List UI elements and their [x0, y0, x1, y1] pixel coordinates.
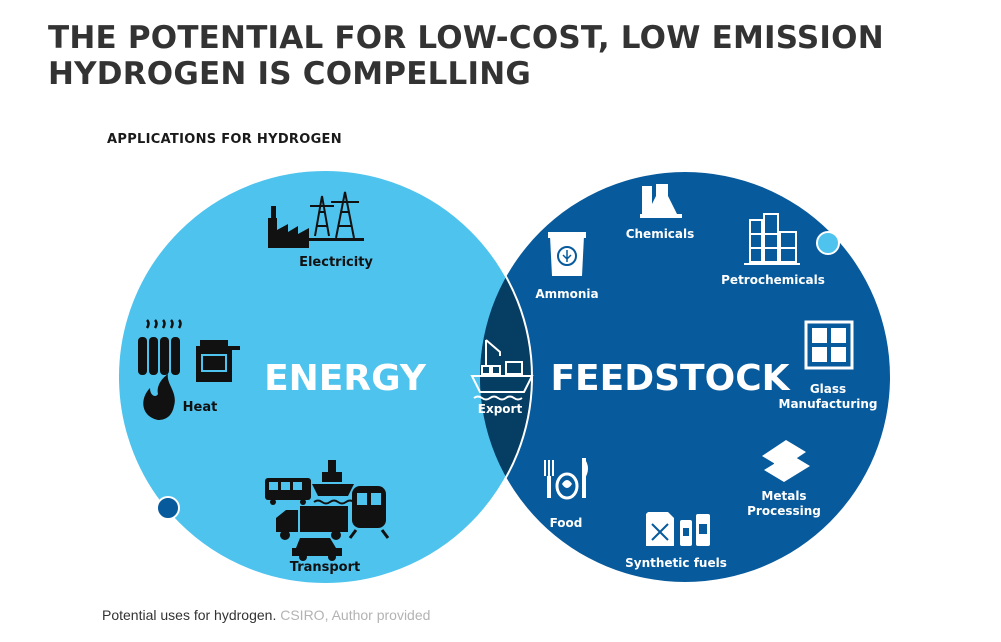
export-label: Export [478, 402, 523, 416]
export-ship-icon [470, 339, 534, 401]
ammonia-label: Ammonia [535, 287, 598, 301]
feedstock-label: FEEDSTOCK [550, 358, 790, 399]
electricity-icon [268, 191, 364, 248]
truck-icon [276, 506, 348, 540]
electricity-label: Electricity [299, 255, 373, 270]
train-icon [348, 486, 390, 539]
steel-beam-icon [762, 440, 810, 482]
energy-label: ENERGY [264, 358, 427, 399]
synthetic-fuels-label: Synthetic fuels [625, 556, 727, 570]
metals-label-line1: Metals [761, 489, 806, 503]
figure-caption: Potential uses for hydrogen. CSIRO, Auth… [102, 607, 430, 623]
fertilizer-bag-icon [548, 232, 586, 276]
stove-icon [196, 340, 240, 382]
chemicals-label: Chemicals [626, 227, 695, 241]
radiator-icon [138, 319, 182, 375]
glass-label-line1: Glass [810, 382, 846, 396]
petrochemicals-label: Petrochemicals [721, 273, 825, 287]
metals-label-line2: Processing [747, 504, 821, 518]
fuel-canister-icon [646, 512, 710, 546]
car-icon [292, 538, 342, 561]
page-title: THE POTENTIAL FOR LOW-COST, LOW EMISSION… [48, 20, 948, 92]
food-label: Food [550, 516, 583, 530]
diagram-subheading: APPLICATIONS FOR HYDROGEN [107, 132, 342, 147]
flask-icon [640, 184, 682, 218]
food-icon [544, 458, 588, 500]
flame-icon [143, 374, 175, 420]
refinery-icon [744, 213, 800, 265]
title-line-1: THE POTENTIAL FOR LOW-COST, LOW EMISSION [48, 20, 884, 56]
glass-label-line2: Manufacturing [779, 397, 878, 411]
caption-text: Potential uses for hydrogen. [102, 607, 277, 623]
energy-circle [118, 170, 532, 584]
decorative-dot-left [156, 496, 180, 520]
caption-credit: CSIRO, Author provided [280, 607, 431, 623]
window-glass-icon [804, 320, 854, 370]
heat-label: Heat [183, 400, 218, 415]
transport-label: Transport [290, 560, 360, 575]
title-line-2: HYDROGEN IS COMPELLING [48, 56, 532, 92]
bus-icon [265, 478, 311, 505]
ship-icon [312, 460, 355, 505]
decorative-dot-right [816, 231, 840, 255]
